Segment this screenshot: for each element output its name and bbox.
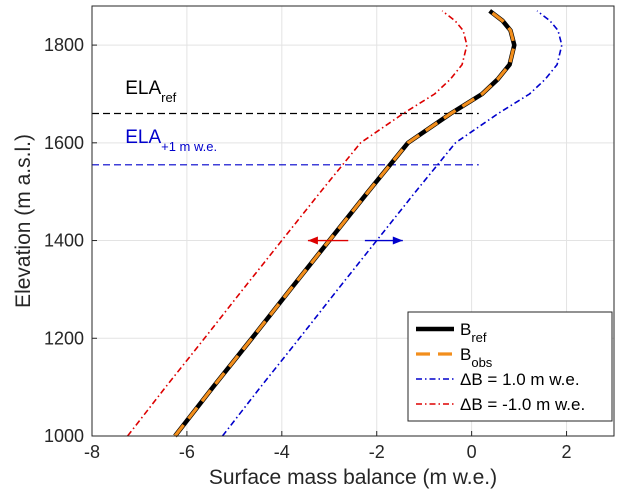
y-tick-label: 1600 bbox=[44, 133, 84, 153]
legend-label-ref: Bref bbox=[460, 320, 487, 345]
series-line-plus bbox=[221, 10, 563, 437]
arrows bbox=[307, 236, 403, 245]
series-line-obs bbox=[173, 9, 516, 437]
y-tick-label: 1800 bbox=[44, 35, 84, 55]
legend-label-minus: ΔB = -1.0 m w.e. bbox=[460, 395, 585, 414]
series-line-minus bbox=[126, 10, 468, 437]
arrowhead-left bbox=[307, 236, 318, 245]
axes-box bbox=[91, 5, 615, 437]
x-tick-label: 0 bbox=[467, 442, 477, 462]
ela-label-ref: ELAref bbox=[125, 78, 176, 105]
y-axis-label: Elevation (m a.s.l.) bbox=[12, 134, 35, 308]
y-tick-label: 1400 bbox=[44, 231, 84, 251]
x-tick-label: -4 bbox=[274, 442, 290, 462]
y-tick-label: 1200 bbox=[44, 328, 84, 348]
x-tick-label: 2 bbox=[562, 442, 572, 462]
ela-lines bbox=[92, 112, 479, 166]
x-tick-label: -6 bbox=[179, 442, 195, 462]
ela-labels: ELAref ELA+1 m w.e. bbox=[125, 78, 217, 154]
x-axis-label: Surface mass balance (m w.e.) bbox=[209, 466, 497, 489]
series-lines bbox=[126, 9, 563, 438]
ela-label-plus: ELA+1 m w.e. bbox=[125, 127, 217, 154]
legend-label-plus: ΔB = 1.0 m w.e. bbox=[460, 370, 580, 389]
x-tick-label: -8 bbox=[84, 442, 100, 462]
x-tick-label: -2 bbox=[369, 442, 385, 462]
arrowhead-right bbox=[392, 236, 403, 245]
y-tick-label: 1000 bbox=[44, 426, 84, 446]
ticks: -8 -6 -4 -2 0 2 1000 1200 1400 1600 1800 bbox=[44, 35, 572, 462]
legend-label-obs: Bobs bbox=[460, 345, 493, 370]
